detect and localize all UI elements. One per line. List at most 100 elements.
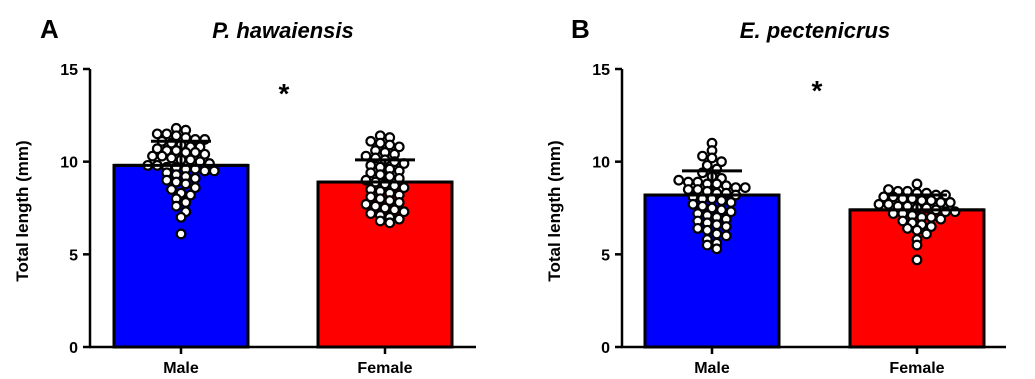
data-point-a-0-49 <box>175 211 187 223</box>
bars-a <box>112 163 454 349</box>
data-point-a-1-43 <box>393 213 405 225</box>
y-tick-label-a-1: 5 <box>69 247 78 264</box>
bars-b <box>643 193 986 349</box>
data-point-b-0-4 <box>716 156 727 168</box>
data-point-b-1-40 <box>911 254 923 266</box>
category-label-b-male: Male <box>694 360 730 377</box>
data-points-a <box>114 122 452 240</box>
data-point-a-0-3 <box>161 128 173 140</box>
data-point-a-1-2 <box>365 135 377 147</box>
data-point-a-1-33 <box>384 195 396 206</box>
data-point-b-1-36 <box>911 224 923 236</box>
data-point-b-0-40 <box>711 219 723 231</box>
panel-a: A P. hawaiensis Total length (mm) 0 5 10 15… <box>13 14 476 377</box>
data-point-b-1-37 <box>921 228 932 240</box>
data-point-a-1-4 <box>384 139 396 151</box>
data-points-b <box>645 137 984 266</box>
data-point-a-1-37 <box>379 202 391 214</box>
data-point-a-0-50 <box>175 228 187 240</box>
significance-marker-a: * <box>279 78 290 109</box>
data-point-a-1-35 <box>360 198 372 210</box>
data-point-a-0-33 <box>208 165 220 177</box>
data-point-a-0-42 <box>166 184 177 195</box>
data-point-b-0-17 <box>739 182 751 194</box>
data-point-b-0-30 <box>697 200 708 212</box>
data-point-a-1-3 <box>374 137 386 149</box>
data-point-b-1-35 <box>902 222 913 234</box>
data-point-a-1-18 <box>365 167 377 179</box>
data-point-b-0-44 <box>711 228 723 240</box>
data-point-b-0-41 <box>720 221 732 232</box>
category-labels-a: Male Female <box>163 347 413 377</box>
data-point-b-0-2 <box>697 150 708 162</box>
data-point-b-0-32 <box>716 204 727 216</box>
data-point-a-0-20 <box>156 150 168 162</box>
data-point-a-1-40 <box>365 208 377 219</box>
data-point-a-0-18 <box>199 148 211 160</box>
y-tick-label-a-0: 0 <box>69 340 78 357</box>
data-point-b-1-15 <box>944 197 956 208</box>
data-point-b-1-31 <box>897 215 909 227</box>
data-point-b-0-43 <box>701 224 713 236</box>
data-point-b-1-29 <box>925 211 937 223</box>
significance-marker-b: * <box>812 75 823 106</box>
data-point-a-0-19 <box>147 150 158 162</box>
data-point-b-0-48 <box>701 239 713 251</box>
data-point-b-1-30 <box>935 213 947 225</box>
chart-title-a: P. hawaiensis <box>212 18 353 43</box>
data-point-b-0-29 <box>687 198 699 210</box>
data-point-b-0-33 <box>725 206 737 218</box>
y-ticks-a: 0 5 10 15 <box>60 62 90 357</box>
data-point-b-0-10 <box>673 174 685 186</box>
data-point-b-1-39 <box>911 239 923 251</box>
data-point-a-1-38 <box>389 204 400 216</box>
data-point-a-0-40 <box>180 178 192 190</box>
data-point-a-0-38 <box>161 174 173 186</box>
data-point-a-0-37 <box>189 172 201 184</box>
y-axis-title-a: Total length (mm) <box>13 140 32 281</box>
data-point-a-0-23 <box>185 154 196 166</box>
category-label-a-female: Female <box>357 360 412 377</box>
data-point-a-1-5 <box>393 141 405 153</box>
y-tick-label-b-1: 5 <box>601 247 610 264</box>
data-point-b-1-17 <box>883 198 894 210</box>
data-point-a-1-36 <box>370 200 381 212</box>
y-tick-label-b-0: 0 <box>601 340 610 357</box>
data-point-a-1-32 <box>374 193 386 205</box>
data-point-b-0-31 <box>706 202 718 214</box>
data-point-b-0-42 <box>692 222 704 234</box>
category-labels-b: Male Female <box>694 347 945 377</box>
category-label-b-female: Female <box>889 360 944 377</box>
data-point-b-0-45 <box>720 230 732 242</box>
data-point-a-0-44 <box>185 189 196 201</box>
panel-b: B E. pectenicrus Total length (mm) 0 5 10 1… <box>545 14 1006 377</box>
y-tick-label-b-3: 15 <box>592 62 610 79</box>
panel-label-a: A <box>40 14 59 44</box>
data-point-a-0-46 <box>180 197 192 208</box>
panel-label-b: B <box>571 14 590 44</box>
data-point-a-0-17 <box>189 146 201 158</box>
data-point-a-1-45 <box>384 217 396 229</box>
data-point-a-0-39 <box>170 176 182 188</box>
data-point-b-0-14 <box>711 178 723 190</box>
data-point-a-1-31 <box>365 191 377 203</box>
data-point-b-1-0 <box>911 178 923 190</box>
category-label-a-male: Male <box>163 360 199 377</box>
data-point-b-0-28 <box>725 197 737 208</box>
data-point-a-0-21 <box>166 152 177 164</box>
data-point-b-1-16 <box>873 198 885 210</box>
data-point-b-0-49 <box>711 243 723 255</box>
data-point-b-1-34 <box>925 221 937 232</box>
data-point-b-0-3 <box>706 152 718 164</box>
y-axis-title-b: Total length (mm) <box>545 140 564 281</box>
data-point-a-1-44 <box>374 215 386 227</box>
y-ticks-b: 0 5 10 15 <box>592 62 622 357</box>
data-point-a-0-47 <box>170 200 182 212</box>
chart-title-b: E. pectenicrus <box>740 18 890 43</box>
data-point-a-1-39 <box>398 206 410 218</box>
y-tick-label-a-2: 10 <box>60 155 78 172</box>
y-tick-label-b-2: 10 <box>592 155 610 172</box>
data-point-a-1-34 <box>393 197 405 208</box>
data-point-a-0-32 <box>199 165 211 177</box>
